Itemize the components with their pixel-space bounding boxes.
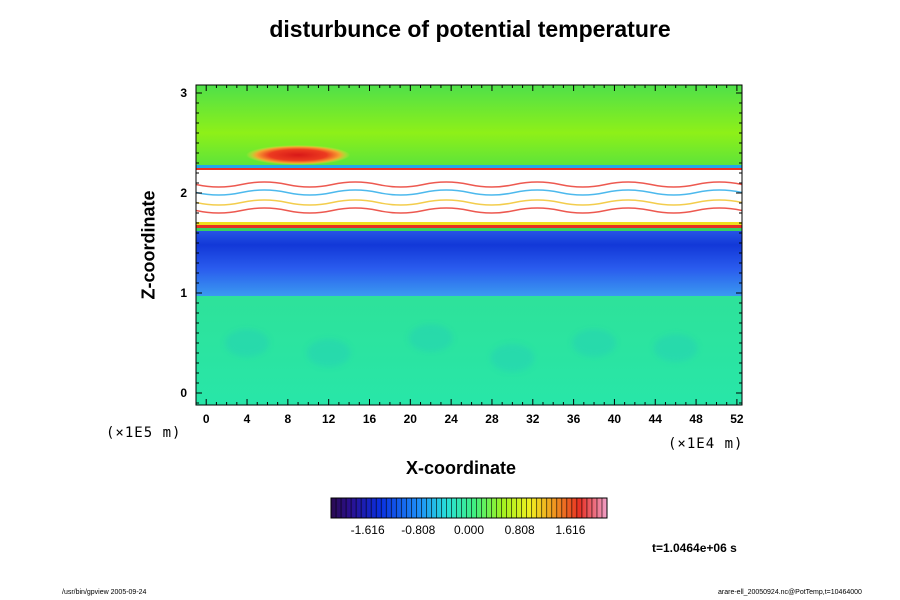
colorbar-tick-label: 0.808 [505, 523, 535, 537]
x-tick-label: 4 [244, 412, 251, 426]
eddy-5 [653, 334, 698, 362]
field-layer-1 [196, 228, 742, 296]
edge-top-red [196, 168, 742, 170]
band-edges [196, 165, 742, 231]
footer-right: arare-ell_20050924.nc@PotTemp,t=10464000 [718, 589, 862, 596]
plot-frame [195, 84, 743, 406]
field-layer-2 [196, 165, 742, 228]
colorbar-tick-label: 0.000 [454, 523, 484, 537]
y-axis-label: Z-coordinate [138, 190, 159, 300]
y-tick-label: 0 [180, 386, 187, 400]
edge-top-blue [196, 165, 742, 168]
eddy-2 [408, 324, 453, 352]
colorbar-ramp [331, 498, 607, 518]
y-axis-ticks: 0 1 2 3 [180, 86, 742, 404]
x-tick-label: 52 [730, 412, 744, 426]
filament-0 [196, 181, 742, 188]
x-axis-ticks: 0 4 8 12 16 20 24 28 32 36 40 44 48 52 [203, 85, 744, 426]
y-tick-label: 3 [180, 86, 187, 100]
x-tick-label: 20 [404, 412, 418, 426]
x-tick-label: 8 [285, 412, 292, 426]
eddy-3 [490, 344, 535, 372]
x-tick-label: 44 [649, 412, 663, 426]
time-label: t=1.0464e+06 s [652, 541, 737, 555]
y-axis-unit: (×1E5 m) [106, 425, 182, 441]
x-tick-label: 12 [322, 412, 336, 426]
colorbar-tick-label: -1.616 [351, 523, 385, 537]
x-tick-label: 36 [567, 412, 581, 426]
edge-yellow [196, 222, 742, 225]
chart-title: disturbunce of potential temperature [269, 16, 671, 42]
warm-spot [246, 145, 351, 165]
colorbar-tick-label: 1.616 [555, 523, 585, 537]
edge-red [196, 225, 742, 228]
x-tick-label: 16 [363, 412, 377, 426]
x-tick-label: 32 [526, 412, 540, 426]
filament-2 [196, 199, 742, 206]
heatmap-field [196, 85, 742, 405]
x-tick-label: 28 [485, 412, 499, 426]
eddy-4 [572, 329, 617, 357]
x-axis-unit: (×1E4 m) [668, 436, 744, 452]
edge-green [196, 228, 742, 231]
filament-3 [196, 207, 742, 214]
colorbar-frame [330, 497, 608, 519]
x-tick-label: 0 [203, 412, 210, 426]
x-tick-label: 24 [444, 412, 458, 426]
x-tick-label: 48 [689, 412, 703, 426]
eddy-1 [306, 339, 351, 367]
eddy-0 [225, 329, 270, 357]
x-tick-label: 40 [608, 412, 622, 426]
lower-layer-eddies [225, 324, 698, 372]
x-axis-label: X-coordinate [406, 458, 517, 478]
colorbar-tick-label: -0.808 [401, 523, 435, 537]
y-tick-label: 1 [180, 286, 187, 300]
field-layer-0 [196, 296, 742, 405]
footer-left: /usr/bin/gpview 2005-09-24 [62, 589, 147, 596]
filament-1 [196, 189, 742, 196]
y-tick-label: 2 [180, 186, 187, 200]
colorbar: -1.616 -0.808 0.000 0.808 1.616 [330, 497, 608, 537]
